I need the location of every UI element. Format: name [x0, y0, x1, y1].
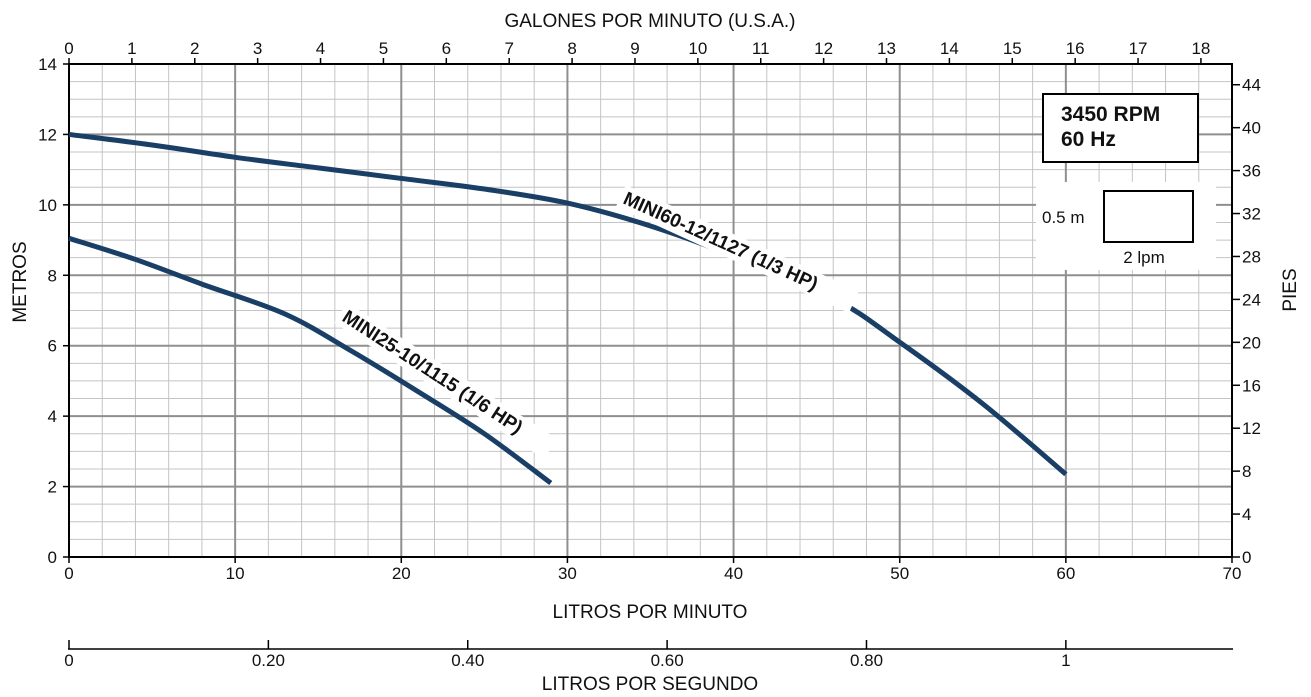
- y-left-tick-label: 2: [48, 478, 57, 497]
- y-right-tick-label: 8: [1242, 462, 1251, 481]
- x-lps-tick-label: 0.20: [252, 651, 285, 670]
- x-top-tick-label: 13: [877, 39, 896, 58]
- x-top-tick-label: 14: [940, 39, 959, 58]
- y-right-axis-title: PIES: [1280, 268, 1301, 311]
- x-bottom-tick-label: 10: [226, 564, 245, 583]
- x-top-tick-label: 15: [1003, 39, 1022, 58]
- y-left-tick-label: 14: [38, 55, 57, 74]
- scale-key-vertical: 0.5 m: [1042, 208, 1085, 227]
- lps-axis-ticks: 0 0.20 0.40 0.60 0.80 1: [64, 640, 1071, 670]
- x-lps-tick-label: 0.40: [451, 651, 484, 670]
- rpm-info-box-frame: [1042, 93, 1199, 163]
- y-right-tick-label: 12: [1242, 419, 1261, 438]
- y-left-tick-label: 10: [38, 196, 57, 215]
- rpm-value: 3450 RPM: [1061, 103, 1160, 126]
- x-top-tick-label: 16: [1066, 39, 1085, 58]
- x-bottom-tick-label: 30: [558, 564, 577, 583]
- x-bottom-tick-label: 60: [1056, 564, 1075, 583]
- x-lps-tick-label: 0.60: [651, 651, 684, 670]
- x-bottom-tick-label: 40: [724, 564, 743, 583]
- x-lps-tick-label: 0.80: [850, 651, 883, 670]
- y-left-tick-label: 12: [38, 125, 57, 144]
- y-right-tick-label: 40: [1242, 119, 1261, 138]
- y-right-tick-label: 20: [1242, 333, 1261, 352]
- scale-key-horizontal: 2 lpm: [1123, 248, 1165, 267]
- x-bottom-tick-label: 20: [392, 564, 411, 583]
- x-top-tick-label: 6: [442, 39, 451, 58]
- x-top-tick-label: 5: [379, 39, 388, 58]
- x-lps-axis-title: LITROS POR SEGUNDO: [542, 674, 758, 695]
- y-left-tick-label: 8: [48, 266, 57, 285]
- y-right-tick-label: 24: [1242, 290, 1261, 309]
- y-right-tick-label: 4: [1242, 505, 1251, 524]
- x-top-tick-label: 12: [814, 39, 833, 58]
- x-lps-tick-label: 1: [1061, 651, 1070, 670]
- y-right-tick-label: 36: [1242, 162, 1261, 181]
- x-bottom-tick-label: 0: [64, 564, 73, 583]
- y-left-tick-label: 6: [48, 337, 57, 356]
- x-bottom-tick-label: 50: [890, 564, 909, 583]
- x-top-tick-label: 18: [1191, 39, 1210, 58]
- hz-value: 60 Hz: [1061, 128, 1116, 151]
- tick-labels: 0 10 20 30 40 50 60 700 1 2 3 4 5 6 7 8 9 10 11 12 13 14 15 16 1…: [38, 39, 1261, 583]
- curve-label-mini60-bg: [615, 184, 859, 313]
- x-lps-tick-label: 0: [64, 651, 73, 670]
- scale-key: 0.5 m 2 lpm: [1036, 182, 1216, 270]
- curve-label-mini25-bg: [334, 302, 558, 460]
- x-bottom-tick-label: 70: [1223, 564, 1242, 583]
- x-top-tick-label: 10: [688, 39, 707, 58]
- x-bottom-axis-title: LITROS POR MINUTO: [553, 602, 748, 623]
- y-left-axis-title: METROS: [10, 241, 31, 322]
- y-right-tick-label: 16: [1242, 376, 1261, 395]
- x-top-tick-label: 8: [567, 39, 576, 58]
- rpm-info-box: 3450 RPM 60 Hz: [1042, 93, 1199, 163]
- scale-key-cell: [1103, 190, 1194, 243]
- y-right-tick-label: 44: [1242, 76, 1261, 95]
- x-top-tick-label: 2: [190, 39, 199, 58]
- plot-frame: [68, 63, 1233, 558]
- y-left-tick-label: 4: [48, 407, 57, 426]
- pump-curves: [68, 131, 1068, 486]
- x-top-tick-label: 4: [316, 39, 325, 58]
- pump-curve-mini60: [68, 131, 1068, 477]
- x-top-axis-title: GALONES POR MINUTO (U.S.A.): [504, 11, 795, 32]
- curve-label-mini25-text: MINI25-10/1115 (1/6 HP): [338, 307, 526, 439]
- y-left-tick-label: 0: [48, 548, 57, 567]
- x-top-tick-label: 7: [504, 39, 513, 58]
- pump-curve-mini25: [68, 235, 553, 486]
- x-top-tick-label: 3: [253, 39, 262, 58]
- x-top-tick-label: 1: [127, 39, 136, 58]
- x-top-tick-label: 17: [1129, 39, 1148, 58]
- y-right-tick-label: 32: [1242, 205, 1261, 224]
- x-top-tick-label: 0: [64, 39, 73, 58]
- x-top-tick-label: 11: [752, 39, 770, 58]
- y-right-tick-label: 0: [1242, 548, 1251, 567]
- y-right-tick-label: 28: [1242, 247, 1261, 266]
- x-top-tick-label: 9: [630, 39, 639, 58]
